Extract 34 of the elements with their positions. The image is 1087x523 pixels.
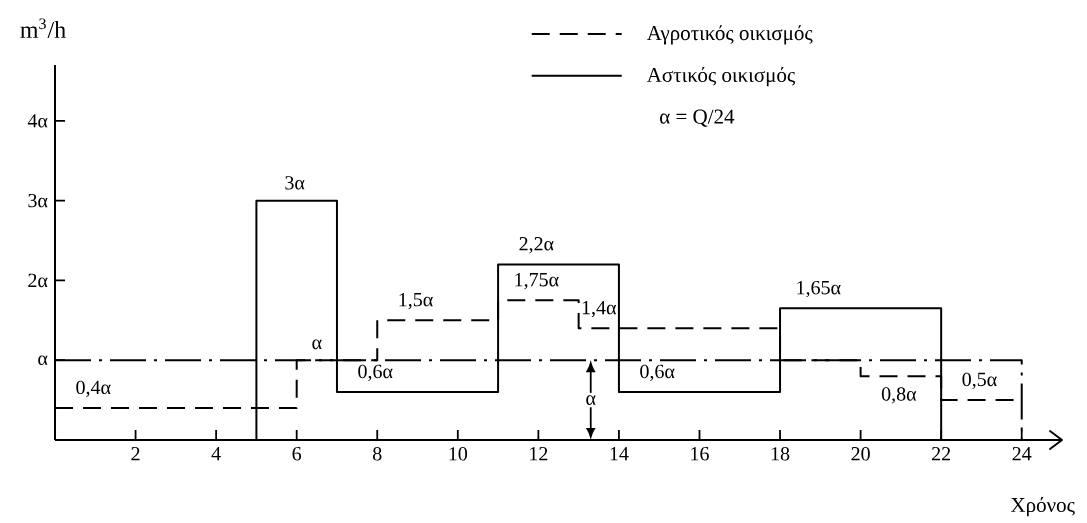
x-tick-label: 8	[373, 447, 382, 461]
y-tick-label: 3α	[28, 193, 48, 208]
x-tick-label: 22	[932, 447, 951, 461]
data-label: 1,4α	[582, 300, 617, 318]
x-tick-label: 4	[211, 447, 221, 461]
y-tick-label: 4α	[27, 114, 48, 128]
data-label: 1,75α	[515, 273, 559, 290]
data-label: 0,5α	[962, 372, 997, 390]
x-tick-label: 18	[771, 447, 790, 461]
legend-label: Αγροτικός οικισμός	[646, 25, 813, 45]
data-label: 0,6α	[640, 364, 675, 382]
x-tick-label: 10	[449, 447, 468, 461]
data-label: 2,2α	[519, 237, 554, 254]
data-label: 1,5α	[399, 292, 433, 310]
data-label: 1,65α	[797, 280, 841, 298]
y-tick-label: 2α	[28, 273, 48, 288]
data-label: 0,4α	[76, 380, 111, 398]
x-tick-label: 16	[691, 447, 709, 461]
y-axis-title: m$^{3}$/h	[20, 18, 66, 38]
data-label: 0,8α	[881, 387, 917, 404]
data-label: 0,6α	[358, 364, 393, 382]
x-tick-label: 24	[1012, 447, 1032, 461]
y-tick-label: α	[38, 355, 48, 366]
x-tick-label: 12	[530, 447, 548, 461]
annotation: α	[586, 395, 596, 405]
x-tick-label: 6	[292, 447, 302, 461]
x-tick-label: 2	[131, 447, 140, 461]
x-tick-label: 14	[610, 447, 629, 461]
legend-label: Αστικός οικισμός	[646, 66, 796, 87]
data-label: α	[312, 339, 322, 350]
x-tick-label: 20	[851, 447, 870, 461]
annotation: α = Q/24	[660, 109, 735, 127]
x-axis-title: Χρόνος	[1010, 497, 1075, 517]
data-label: 3α	[285, 176, 305, 190]
